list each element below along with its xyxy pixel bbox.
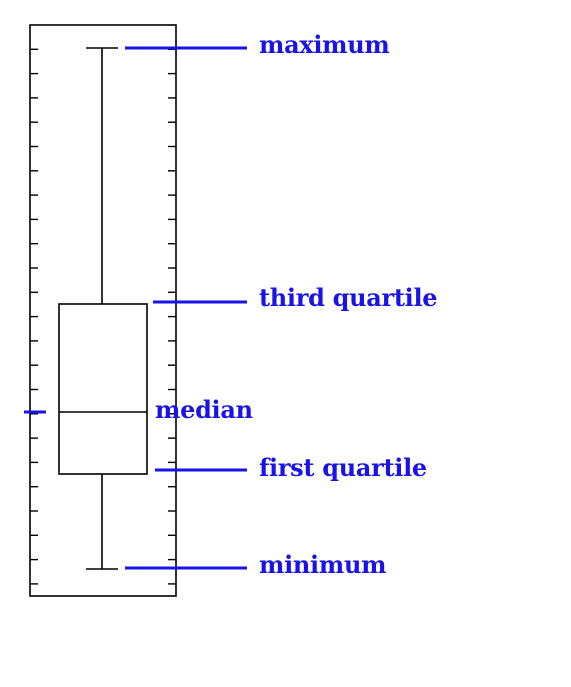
interquartile-box xyxy=(58,303,148,475)
third-quartile-label: third quartile xyxy=(259,283,438,312)
first-quartile-label: first quartile xyxy=(259,453,427,482)
left-tick-marks xyxy=(30,48,38,585)
plot-frame xyxy=(29,24,177,597)
median-label: median xyxy=(155,395,253,424)
minimum-label: minimum xyxy=(259,550,387,579)
maximum-label: maximum xyxy=(259,30,390,59)
right-tick-marks xyxy=(168,48,176,585)
